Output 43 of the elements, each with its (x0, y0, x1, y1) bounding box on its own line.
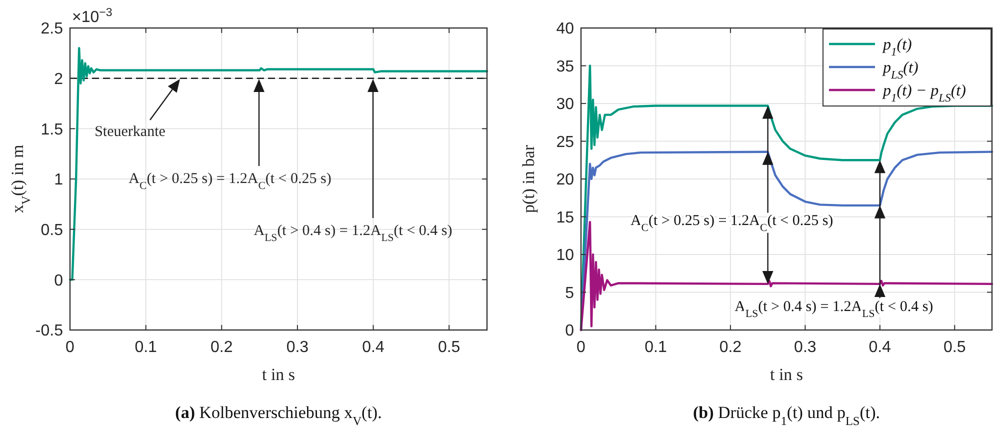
x-tick-label: 0.5 (944, 339, 966, 356)
y-tick-label: 15 (556, 209, 574, 226)
y-tick-label: 25 (556, 134, 574, 151)
x-tick-label: 0.3 (286, 339, 309, 356)
x-tick-label: 0.2 (210, 339, 233, 356)
y-axis-title: p(t) in bar (519, 144, 538, 213)
annotation: Steuerkante (94, 124, 166, 140)
y-tick-label: 35 (556, 58, 574, 76)
y-tick-label: 5 (565, 284, 574, 302)
text: (a) Kolbenverschiebung x$_{V}$(t). (175, 403, 382, 428)
y-tick-label: 2 (54, 70, 64, 88)
text: ×10$^{−3}$ (72, 7, 112, 26)
x-tick-label: 0 (576, 339, 586, 356)
x-tick-label: 0.4 (362, 339, 384, 356)
y-tick-label: 0 (54, 272, 64, 290)
y-tick-label: 2.5 (40, 20, 64, 38)
x-tick-label: 0 (66, 339, 75, 356)
x-tick-label: 0.4 (868, 339, 892, 356)
y-tick-label: 0 (565, 322, 574, 340)
y-tick-label: 1.5 (40, 121, 64, 138)
x-tick-label: 0.5 (438, 339, 460, 356)
y-tick-label: -0.5 (35, 322, 64, 340)
legend-label: p$_{1}$(t) − p$_{LS}$(t) (882, 82, 966, 105)
y-tick-label: 0.5 (40, 222, 64, 239)
y-tick-label: 40 (556, 20, 574, 38)
y-tick-label: 1 (54, 172, 64, 189)
annotation: A$_{C}$(t > 0.25 s) = 1.2A$_{C}$(t < 0.25 s) (630, 212, 834, 234)
annotation: A$_{LS}$(t > 0.4 s) = 1.2A$_{LS}$(t < 0.4 s) (254, 223, 452, 244)
y-tick-label: 10 (556, 247, 574, 264)
annotation: A$_{C}$(t > 0.25 s) = 1.2A$_{C}$(t < 0.25 s) (128, 171, 332, 192)
legend-label: p$_{LS}$(t) (882, 60, 918, 82)
x-tick-label: 0.1 (644, 339, 667, 356)
x-tick-label: 0.3 (794, 339, 816, 356)
text: (b) Drücke p$_{1}$(t) und p$_{LS}$(t). (692, 403, 880, 428)
x-tick-label: 0.2 (719, 339, 742, 356)
x-tick-label: 0.1 (134, 339, 158, 356)
legend-label: p$_{1}$(t) (882, 36, 912, 59)
y-tick-label: 30 (556, 96, 574, 114)
annotation: A$_{LS}$(t > 0.4 s) = 1.2A$_{LS}$(t < 0.4 s) (734, 299, 934, 320)
line-series (68, 47, 488, 281)
x-axis-title: t in s (262, 365, 296, 384)
y-tick-label: 20 (556, 172, 574, 189)
x-axis-title: t in s (770, 365, 804, 384)
